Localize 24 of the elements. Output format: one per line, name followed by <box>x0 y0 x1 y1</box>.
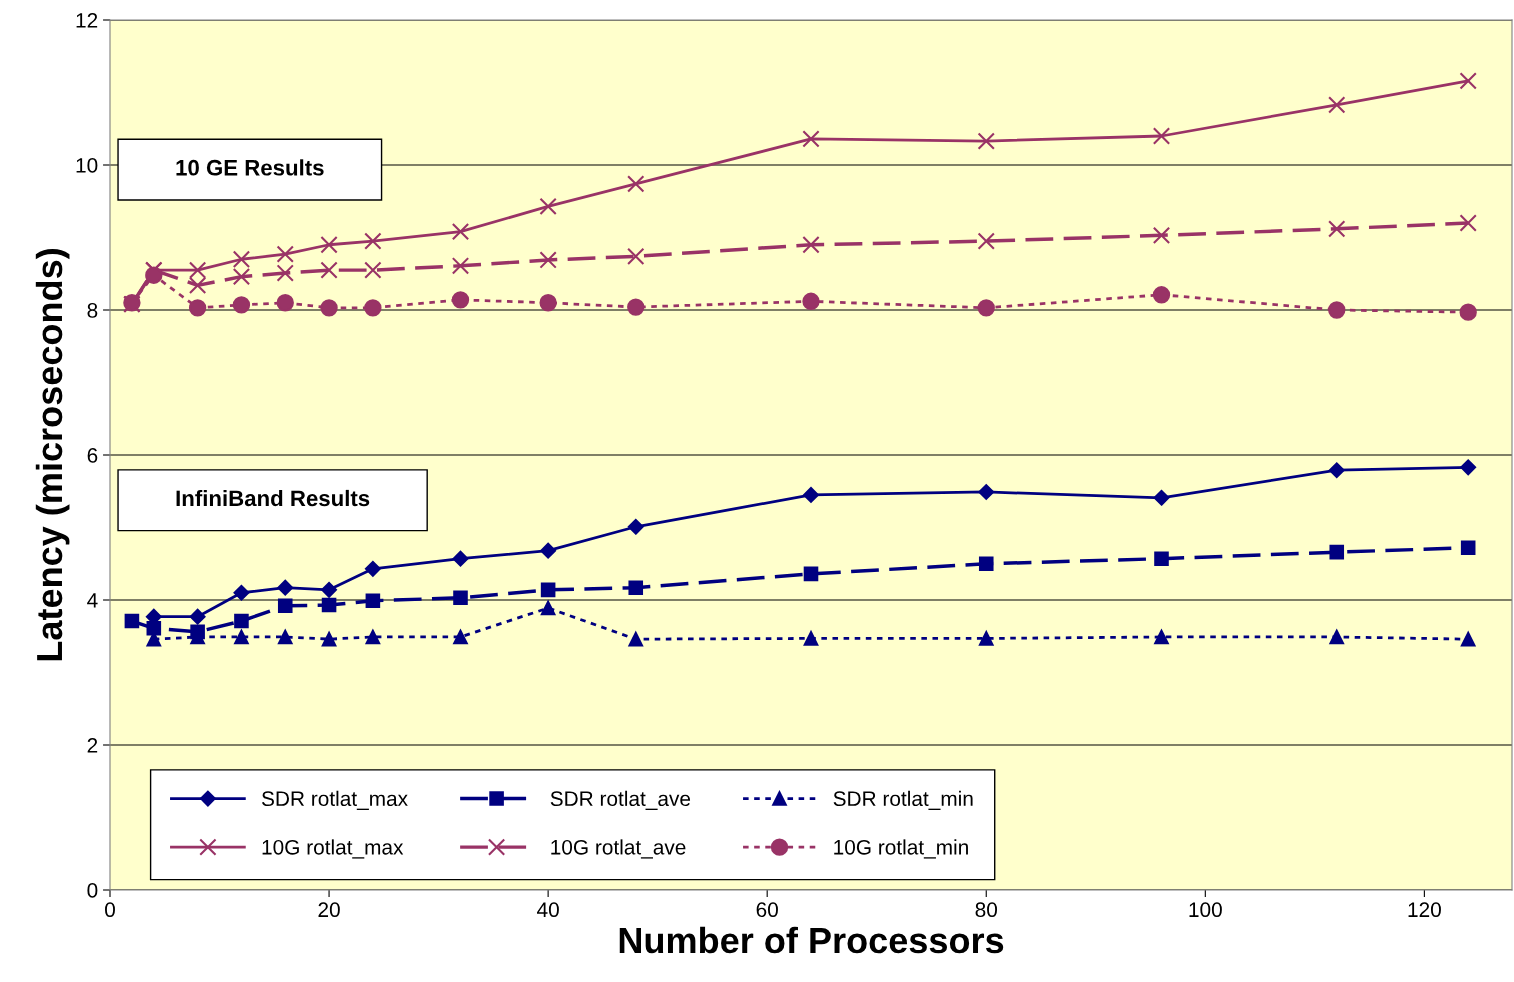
x-tick-label: 20 <box>318 902 340 918</box>
legend-label: SDR rotlat_max <box>261 790 408 810</box>
y-tick-label: 12 <box>76 13 98 28</box>
y-tick-label: 0 <box>87 883 98 898</box>
annotation: InfiniBand Results <box>176 489 370 507</box>
x-axis-title: Number of Processors <box>619 926 1004 954</box>
y-tick-label: 4 <box>87 593 98 608</box>
legend-label: SDR rotlat_min <box>833 790 973 810</box>
y-tick-label: 8 <box>87 303 98 318</box>
legend-label: 10G rotlat_ave <box>551 839 686 859</box>
x-tick-label: 120 <box>1408 902 1441 918</box>
x-tick-label: 80 <box>975 902 998 918</box>
legend-label: 10G rotlat_min <box>834 839 968 859</box>
legend-label: 10G rotlat_max <box>262 839 404 859</box>
y-tick-label: 2 <box>87 738 98 753</box>
legend-label: SDR rotlat_ave <box>550 790 691 810</box>
y-tick-label: 10 <box>76 158 98 173</box>
x-tick-label: 60 <box>756 902 778 918</box>
annotation: 10 GE Results <box>176 159 324 176</box>
x-tick-label: 100 <box>1189 902 1222 918</box>
x-tick-label: 40 <box>537 902 559 918</box>
y-tick-label: 6 <box>87 448 98 463</box>
x-tick-label: 0 <box>105 902 115 918</box>
y-axis-title: Latency (microseconds) <box>35 249 70 661</box>
